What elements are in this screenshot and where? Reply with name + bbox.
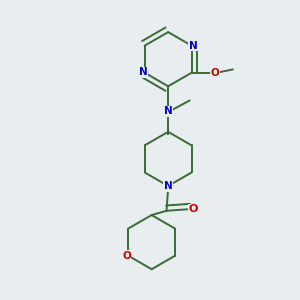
Text: N: N: [164, 106, 172, 116]
Text: O: O: [188, 204, 198, 214]
Text: N: N: [164, 181, 172, 191]
Text: N: N: [189, 40, 198, 51]
Text: O: O: [210, 68, 219, 78]
Text: N: N: [139, 67, 147, 77]
Text: O: O: [122, 251, 131, 261]
